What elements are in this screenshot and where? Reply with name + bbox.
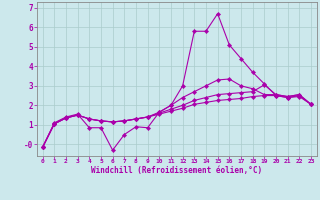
X-axis label: Windchill (Refroidissement éolien,°C): Windchill (Refroidissement éolien,°C)	[91, 166, 262, 175]
